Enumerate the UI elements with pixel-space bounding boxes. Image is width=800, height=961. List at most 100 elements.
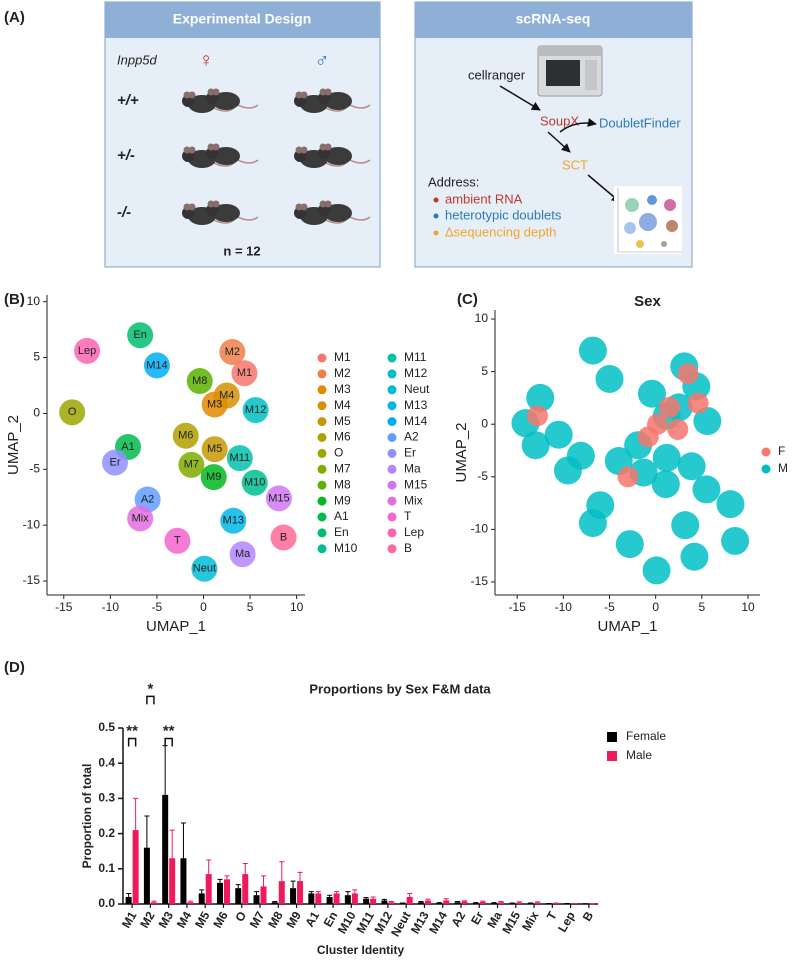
cluster-blob — [595, 364, 624, 393]
error-bar — [443, 898, 449, 901]
x-tick-label: M6 — [210, 909, 231, 931]
bar — [417, 902, 424, 904]
y-tick-label: -10 — [23, 517, 41, 531]
bar — [143, 847, 150, 904]
x-tick-label: M10 — [335, 909, 359, 936]
legend-label: M11 — [404, 350, 427, 364]
seq-title: scRNA-seq — [516, 11, 591, 27]
legend-label: O — [334, 446, 343, 460]
y-tick-label: 0 — [481, 416, 488, 430]
x-axis-title: Cluster Identity — [317, 943, 405, 957]
cluster-blob — [578, 336, 607, 365]
y-tick-label: 0.3 — [98, 791, 115, 805]
cluster-blob — [526, 405, 548, 427]
legend-swatch — [387, 448, 397, 458]
legend-label: M2 — [334, 366, 351, 380]
cluster-blob — [652, 443, 681, 472]
legend-label: M14 — [404, 414, 428, 428]
error-bar — [308, 891, 314, 894]
cluster-label: M2 — [225, 346, 240, 358]
x-tick-label: M7 — [247, 909, 268, 931]
legend-label: M4 — [334, 398, 351, 412]
significance-label: * — [147, 680, 153, 697]
x-tick-label: -10 — [555, 600, 573, 614]
cluster-blob — [693, 407, 722, 436]
x-tick-label: M1 — [119, 909, 140, 931]
cluster-blob — [671, 511, 700, 540]
legend-swatch — [607, 732, 617, 742]
address-item: Δsequencing depth — [445, 224, 556, 239]
cluster-blob — [226, 445, 253, 472]
error-bar — [461, 900, 467, 902]
error-bar — [242, 863, 248, 875]
significance-bracket — [164, 737, 173, 747]
error-bar — [217, 878, 223, 883]
bar — [472, 902, 479, 904]
bar — [180, 858, 187, 904]
y-tick-label: 0.5 — [98, 720, 115, 734]
cluster-blob — [637, 426, 659, 448]
bar — [169, 858, 176, 904]
cluster-label: Lep — [78, 345, 96, 357]
cluster-label: M7 — [184, 459, 199, 471]
error-bar — [454, 901, 460, 903]
bullet — [433, 213, 439, 219]
bar — [290, 888, 297, 904]
cluster-label: M3 — [207, 398, 222, 410]
address-title: Address: — [428, 174, 479, 189]
y-tick-label: 5 — [33, 350, 40, 364]
x-tick-label: A2 — [449, 909, 469, 930]
error-bar — [381, 898, 387, 901]
legend-swatch — [317, 401, 327, 411]
bar — [370, 898, 377, 904]
cluster-blob — [143, 352, 170, 379]
legend-label: M6 — [334, 430, 351, 444]
y-tick-label: 0 — [33, 406, 40, 420]
legend-label: M5 — [334, 414, 351, 428]
error-bar — [370, 896, 376, 899]
bar — [351, 893, 358, 904]
legend-label: M3 — [334, 382, 351, 396]
cluster-blob — [637, 379, 666, 408]
cluster-blob — [178, 451, 205, 478]
legend-swatch — [317, 369, 327, 379]
x-tick-label: M5 — [192, 909, 213, 931]
x-tick-label: Neut — [388, 909, 413, 939]
panel-label: (A) — [4, 9, 25, 26]
legend-swatch — [317, 433, 327, 442]
y-tick-label: -5 — [29, 461, 40, 475]
cluster-blob — [667, 418, 689, 440]
male-symbol: ♂ — [315, 49, 330, 71]
error-bar — [254, 891, 260, 896]
error-bar — [498, 901, 504, 903]
bar — [205, 874, 212, 904]
cluster-label: M5 — [207, 443, 222, 455]
cluster-blob — [219, 338, 246, 365]
legend-swatch — [387, 480, 397, 490]
x-tick-label: Lep — [555, 909, 578, 934]
x-tick-label: 5 — [698, 600, 705, 614]
bar — [509, 903, 516, 904]
error-bar — [516, 901, 522, 903]
legend-swatch — [387, 528, 397, 538]
x-tick-label: M14 — [426, 909, 450, 936]
cluster-blob — [692, 475, 721, 504]
error-bar — [418, 901, 424, 903]
legend-swatch — [387, 385, 397, 395]
y-tick-label: 0.2 — [98, 826, 115, 840]
legend-label: M12 — [404, 366, 428, 380]
bar — [235, 888, 242, 904]
bar — [443, 900, 450, 904]
cluster-label: M13 — [223, 515, 244, 527]
cluster-blob — [526, 383, 555, 412]
y-tick-label: 5 — [481, 364, 488, 378]
cluster-blob — [241, 469, 268, 496]
error-bar — [199, 889, 205, 894]
y-axis-title: Proportion of total — [80, 764, 94, 869]
x-tick-label: B — [580, 909, 597, 924]
bar — [297, 881, 304, 904]
x-tick-label: M9 — [283, 909, 304, 931]
significance-label: ** — [163, 723, 175, 740]
bar — [260, 886, 267, 904]
legend-swatch — [317, 528, 327, 538]
